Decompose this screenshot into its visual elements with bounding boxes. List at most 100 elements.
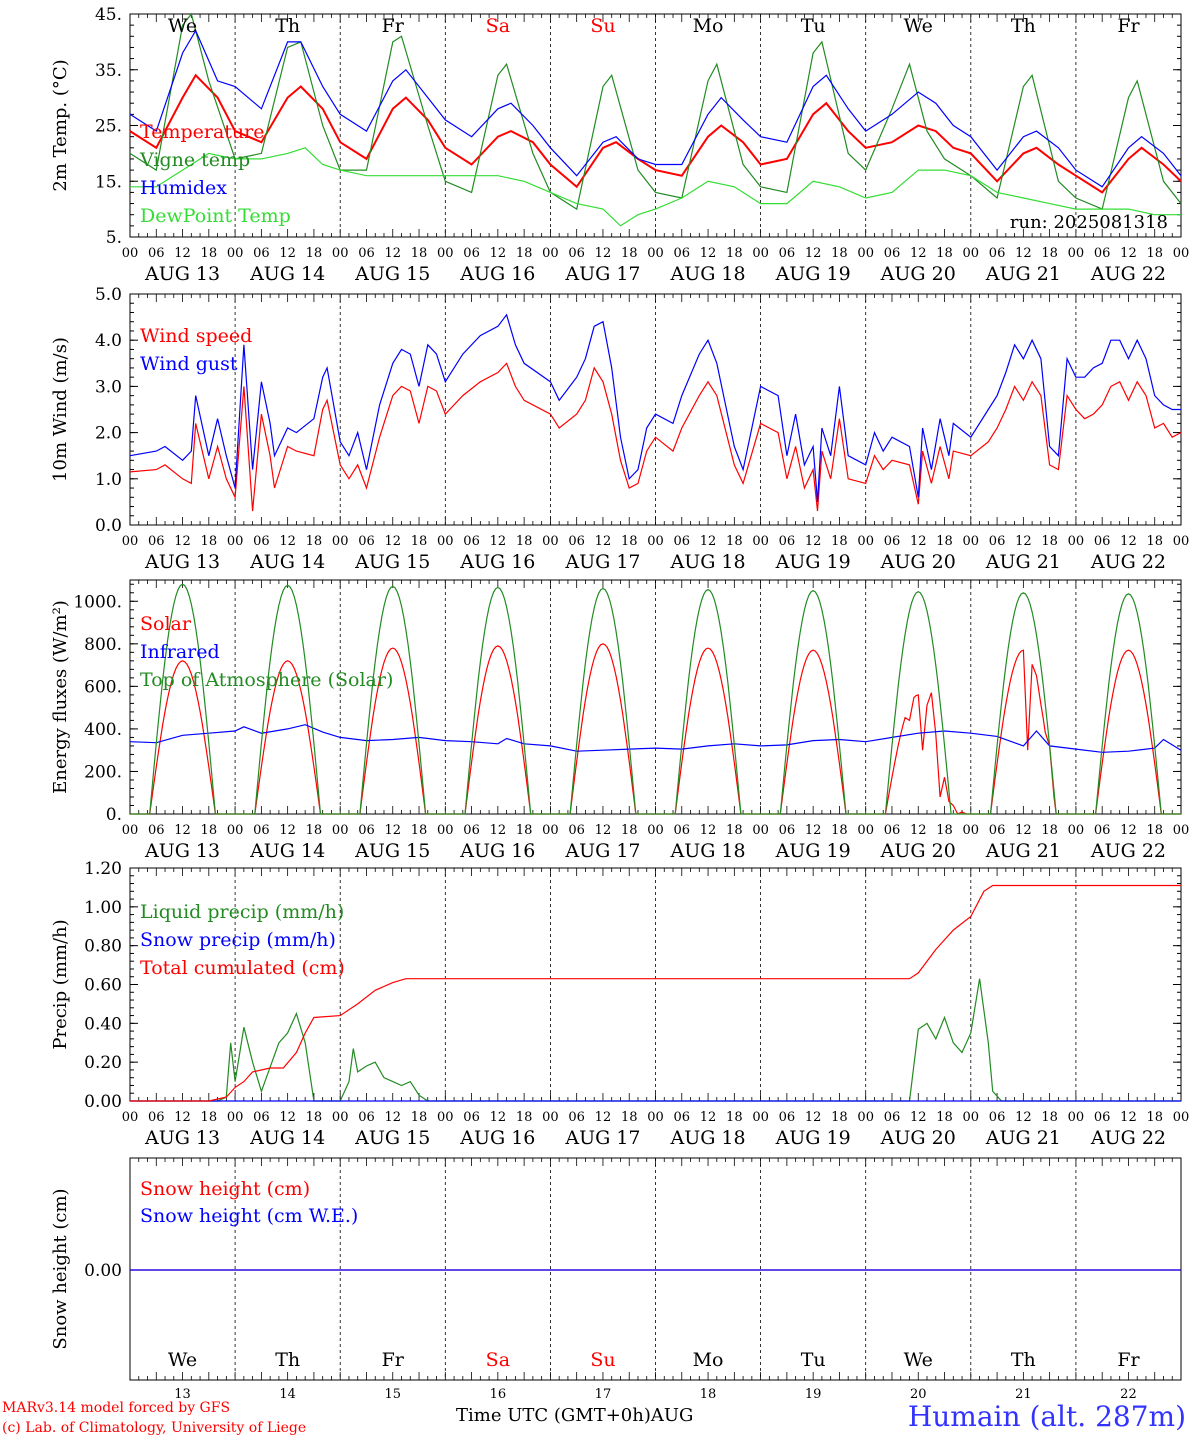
x-tick-label: 18 <box>621 823 638 838</box>
x-tick-label: 06 <box>674 246 691 261</box>
x-tick-label: 12 <box>1015 246 1032 261</box>
x-tick-label: 12 <box>384 823 401 838</box>
x-tick-label: 06 <box>779 534 796 549</box>
legend-entry: Solar <box>140 613 192 635</box>
x-tick-label: 12 <box>1120 534 1137 549</box>
day-number-label: 22 <box>1120 1387 1137 1402</box>
x-tick-label: 12 <box>174 246 191 261</box>
x-tick-label: 12 <box>279 534 296 549</box>
x-tick-label: 12 <box>595 1110 612 1125</box>
legend-entry: Snow precip (mm/h) <box>140 929 336 951</box>
weekday-label: We <box>168 1349 197 1371</box>
x-tick-label: 00 <box>437 246 454 261</box>
credit-line-1: MARv3.14 model forced by GFS <box>2 1400 231 1416</box>
series-line-top-of-atmosphere-solar- <box>130 583 1181 815</box>
x-tick-label: 12 <box>700 534 717 549</box>
x-tick-label: 06 <box>463 246 480 261</box>
x-tick-label: 18 <box>306 823 323 838</box>
x-tick-label: 06 <box>148 246 165 261</box>
x-tick-label: 06 <box>358 1110 375 1125</box>
x-tick-label: 12 <box>490 246 507 261</box>
x-tick-label: 12 <box>174 1110 191 1125</box>
weekday-label: Fr <box>382 15 405 37</box>
x-tick-label: 00 <box>1068 534 1085 549</box>
date-label: AUG 19 <box>775 1127 851 1149</box>
date-label: AUG 18 <box>669 551 745 573</box>
date-label: AUG 20 <box>880 263 956 285</box>
weekday-label: Mo <box>693 15 724 37</box>
x-tick-label: 00 <box>332 1110 349 1125</box>
x-tick-label: 12 <box>595 246 612 261</box>
x-tick-label: 12 <box>490 823 507 838</box>
station-name: Humain (alt. 287m) <box>907 1400 1186 1433</box>
x-tick-label: 18 <box>831 246 848 261</box>
x-tick-label: 18 <box>516 246 533 261</box>
legend-entry: Liquid precip (mm/h) <box>140 901 344 923</box>
weekday-label: Sa <box>486 15 510 37</box>
y-tick-label: 25. <box>95 117 122 137</box>
x-tick-label: 12 <box>1120 246 1137 261</box>
series-line-wind-speed <box>129 362 1182 512</box>
y-tick-label: 1000. <box>73 592 122 612</box>
date-label: AUG 13 <box>144 1127 220 1149</box>
x-tick-label: 18 <box>516 823 533 838</box>
x-tick-label: 18 <box>1146 534 1163 549</box>
x-tick-label: 06 <box>358 534 375 549</box>
x-tick-label: 18 <box>831 534 848 549</box>
legend-entry: Snow height (cm) <box>140 1178 310 1200</box>
x-tick-label: 00 <box>122 823 139 838</box>
x-tick-label: 00 <box>437 1110 454 1125</box>
x-tick-label: 18 <box>306 1110 323 1125</box>
date-label: AUG 16 <box>459 1127 535 1149</box>
x-tick-label: 18 <box>1041 823 1058 838</box>
series-line-vigne-temp <box>129 12 1182 211</box>
legend-entry: Wind speed <box>140 325 252 347</box>
x-tick-label: 18 <box>306 534 323 549</box>
date-label: AUG 14 <box>249 840 325 862</box>
day-number-label: 14 <box>279 1387 296 1402</box>
date-label: AUG 18 <box>669 840 745 862</box>
x-tick-label: 00 <box>227 1110 244 1125</box>
x-tick-label: 12 <box>174 823 191 838</box>
x-tick-label: 18 <box>621 534 638 549</box>
x-tick-label: 12 <box>279 1110 296 1125</box>
weekday-label: Mo <box>693 1349 724 1371</box>
x-tick-label: 06 <box>568 1110 585 1125</box>
weekday-label: Th <box>1011 15 1036 37</box>
x-tick-label: 06 <box>779 246 796 261</box>
x-tick-label: 18 <box>726 246 743 261</box>
x-tick-label: 00 <box>1068 246 1085 261</box>
series-line-liquid-precip-mm-h- <box>130 978 1181 1102</box>
date-label: AUG 21 <box>985 263 1061 285</box>
date-label: AUG 16 <box>459 551 535 573</box>
weekday-label: Tu <box>801 1349 826 1371</box>
x-tick-label: 00 <box>857 246 874 261</box>
weekday-label: We <box>904 15 933 37</box>
weekday-label: Th <box>275 1349 300 1371</box>
x-tick-label: 18 <box>201 1110 218 1125</box>
x-tick-label: 18 <box>516 534 533 549</box>
x-tick-label: 00 <box>542 1110 559 1125</box>
x-tick-label: 18 <box>1146 823 1163 838</box>
x-tick-label: 18 <box>1041 246 1058 261</box>
x-tick-label: 06 <box>1094 1110 1111 1125</box>
x-tick-label: 06 <box>148 534 165 549</box>
date-label: AUG 20 <box>880 551 956 573</box>
x-tick-label: 18 <box>1041 534 1058 549</box>
day-number-label: 17 <box>595 1387 612 1402</box>
x-tick-label: 12 <box>805 1110 822 1125</box>
x-tick-label: 00 <box>227 823 244 838</box>
x-tick-label: 12 <box>805 534 822 549</box>
x-tick-label: 18 <box>936 534 953 549</box>
weekday-label: Fr <box>1117 1349 1140 1371</box>
date-label: AUG 21 <box>985 551 1061 573</box>
x-tick-label: 06 <box>568 534 585 549</box>
x-tick-label: 00 <box>752 1110 769 1125</box>
x-tick-label: 00 <box>752 246 769 261</box>
x-tick-label: 18 <box>411 246 428 261</box>
x-tick-label: 06 <box>779 1110 796 1125</box>
y-axis-label: Energy fluxes (W/m²) <box>50 600 71 794</box>
x-tick-label: 06 <box>253 534 270 549</box>
weekday-label: Th <box>275 15 300 37</box>
y-tick-label: 0.20 <box>84 1053 122 1073</box>
